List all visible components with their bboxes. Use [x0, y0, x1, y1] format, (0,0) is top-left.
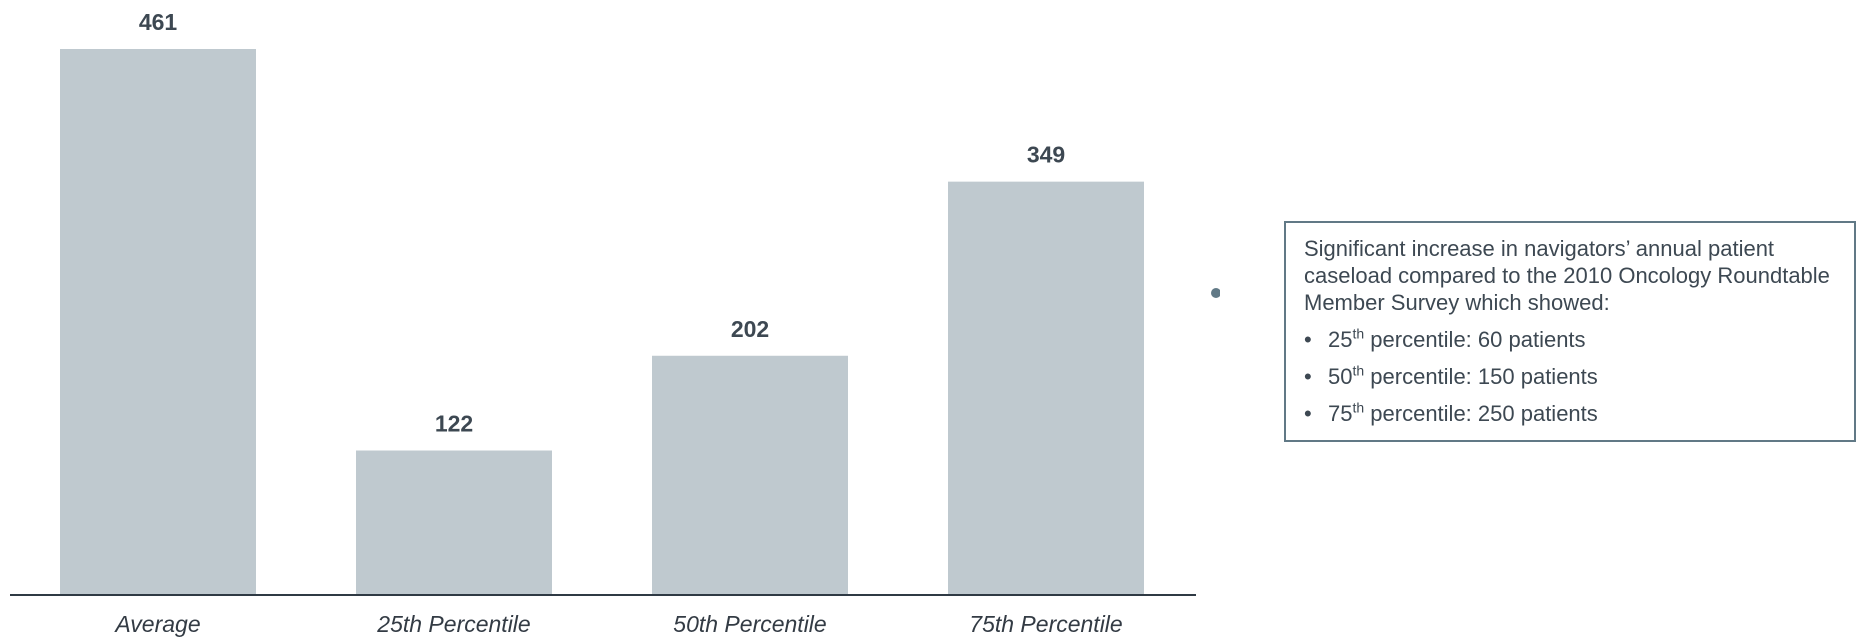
- percentile-suffix: th: [1352, 325, 1365, 342]
- percentile-suffix: th: [1352, 362, 1365, 379]
- category-label: Average: [113, 611, 200, 637]
- percentile-detail: percentile: 60 patients: [1364, 327, 1586, 352]
- bar: [60, 49, 256, 595]
- bars-group: [60, 49, 1144, 595]
- data-label: 461: [139, 9, 178, 35]
- callout-list-item: • 75th percentile: 250 patients: [1304, 400, 1836, 427]
- callout-list-item: • 25th percentile: 60 patients: [1304, 326, 1836, 353]
- category-labels-group: Average 25th Percentile 50th Percentile 75t…: [113, 611, 1122, 637]
- data-label: 122: [435, 411, 473, 437]
- callout-box: Significant increase in navigators’ annu…: [1284, 221, 1856, 442]
- percentile-detail: percentile: 150 patients: [1364, 364, 1598, 389]
- percentile-number: 75: [1328, 401, 1353, 426]
- category-label: 50th Percentile: [673, 611, 826, 637]
- bullet-icon: •: [1304, 364, 1312, 389]
- category-label: 25th Percentile: [376, 611, 530, 637]
- bar: [652, 355, 848, 595]
- percentile-suffix: th: [1352, 399, 1365, 416]
- bullet-icon: •: [1304, 327, 1312, 352]
- bar: [356, 450, 552, 595]
- value-labels-group: 461 122 202 349: [139, 9, 1065, 437]
- bar: [948, 181, 1144, 595]
- callout-connector-dot: [1211, 288, 1220, 298]
- category-label: 75th Percentile: [969, 611, 1122, 637]
- bullet-icon: •: [1304, 401, 1312, 426]
- data-label: 349: [1027, 142, 1065, 168]
- callout-list-item: • 50th percentile: 150 patients: [1304, 363, 1836, 390]
- bar-chart: 461 122 202 349 Average 25th Percentile 50th …: [10, 9, 1220, 637]
- callout-list: • 25th percentile: 60 patients • 50th perc…: [1304, 326, 1836, 427]
- data-label: 202: [731, 316, 769, 342]
- percentile-number: 50: [1328, 364, 1353, 389]
- percentile-detail: percentile: 250 patients: [1364, 401, 1598, 426]
- callout-text: Significant increase in navigators’ annu…: [1304, 236, 1830, 315]
- percentile-number: 25: [1328, 327, 1353, 352]
